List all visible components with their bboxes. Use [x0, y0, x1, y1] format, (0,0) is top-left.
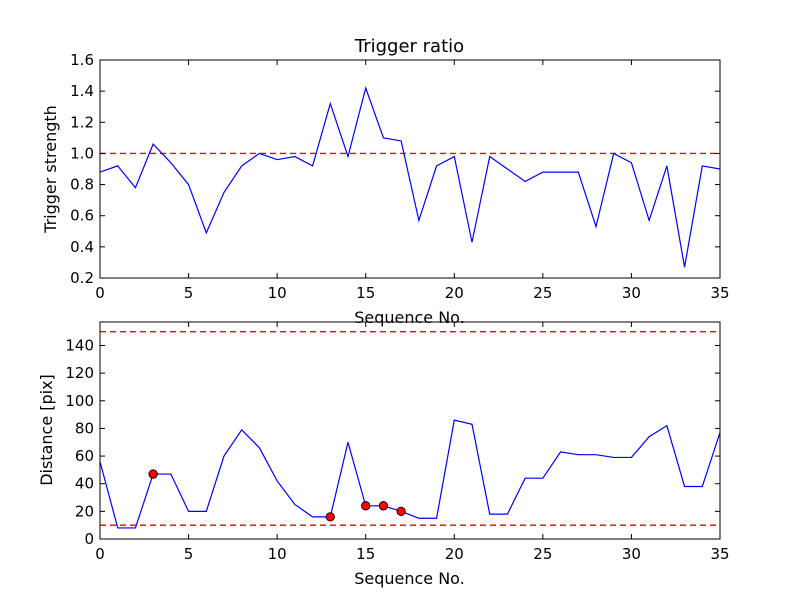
y-tick-label: 80 [75, 419, 94, 437]
y-tick-label: 20 [75, 502, 94, 520]
x-tick-label: 20 [445, 284, 464, 302]
x-tick-label: 20 [445, 545, 464, 563]
y-tick-label: 0.8 [70, 176, 94, 194]
plot-area [100, 85, 720, 268]
y-tick-label: 1.2 [70, 113, 94, 131]
y-axis-label: Trigger strength [41, 105, 60, 234]
x-tick-label: 15 [356, 284, 375, 302]
data-marker [148, 469, 158, 479]
x-tick-label: 25 [533, 284, 552, 302]
x-tick-label: 5 [184, 545, 194, 563]
axes-frame [99, 59, 721, 279]
x-tick-label: 30 [622, 545, 641, 563]
x-tick-label: 35 [710, 284, 729, 302]
data-marker [361, 501, 371, 511]
chart-title: Trigger ratio [354, 36, 464, 57]
y-tick-label: 0.4 [70, 238, 94, 256]
x-tick-label: 35 [710, 545, 729, 563]
data-marker [325, 512, 335, 522]
data-marker [378, 501, 389, 511]
y-tick-label: 120 [65, 364, 94, 382]
x-tick-label: 30 [622, 284, 641, 302]
y-tick-label: 0.2 [70, 269, 94, 287]
x-tick-label: 25 [533, 545, 552, 563]
y-tick-label: 60 [75, 447, 94, 465]
series-line-distance [100, 419, 720, 529]
y-tick-label: 1.6 [70, 51, 94, 69]
x-tick-label: 10 [268, 284, 287, 302]
y-tick-label: 40 [75, 475, 94, 493]
y-axis-label: Distance [pix] [37, 374, 56, 486]
x-tick-label: 10 [268, 545, 287, 563]
x-tick-label: 0 [95, 284, 105, 302]
y-tick-label: 1.0 [70, 144, 94, 162]
series-line-trigger-strength [100, 85, 720, 268]
x-axis-label: Sequence No. [354, 308, 465, 327]
y-tick-label: 0.6 [70, 207, 94, 225]
y-tick-label: 100 [65, 392, 94, 410]
x-tick-label: 0 [95, 545, 105, 563]
distance-panel: Sequence No. Distance [pix] 0 5 10 15 20 25 30… [37, 321, 730, 588]
x-tick-label: 5 [184, 284, 194, 302]
plot-area [100, 331, 720, 529]
x-axis-label: Sequence No. [354, 569, 465, 588]
axes-frame [99, 321, 721, 540]
y-tick-label: 0 [84, 530, 94, 548]
trigger-ratio-panel: Trigger ratio Sequence No. Trigger stren… [41, 36, 730, 327]
data-marker [396, 506, 406, 517]
y-tick-label: 140 [65, 336, 94, 354]
y-tick-label: 1.4 [70, 82, 94, 100]
x-tick-label: 15 [356, 545, 375, 563]
